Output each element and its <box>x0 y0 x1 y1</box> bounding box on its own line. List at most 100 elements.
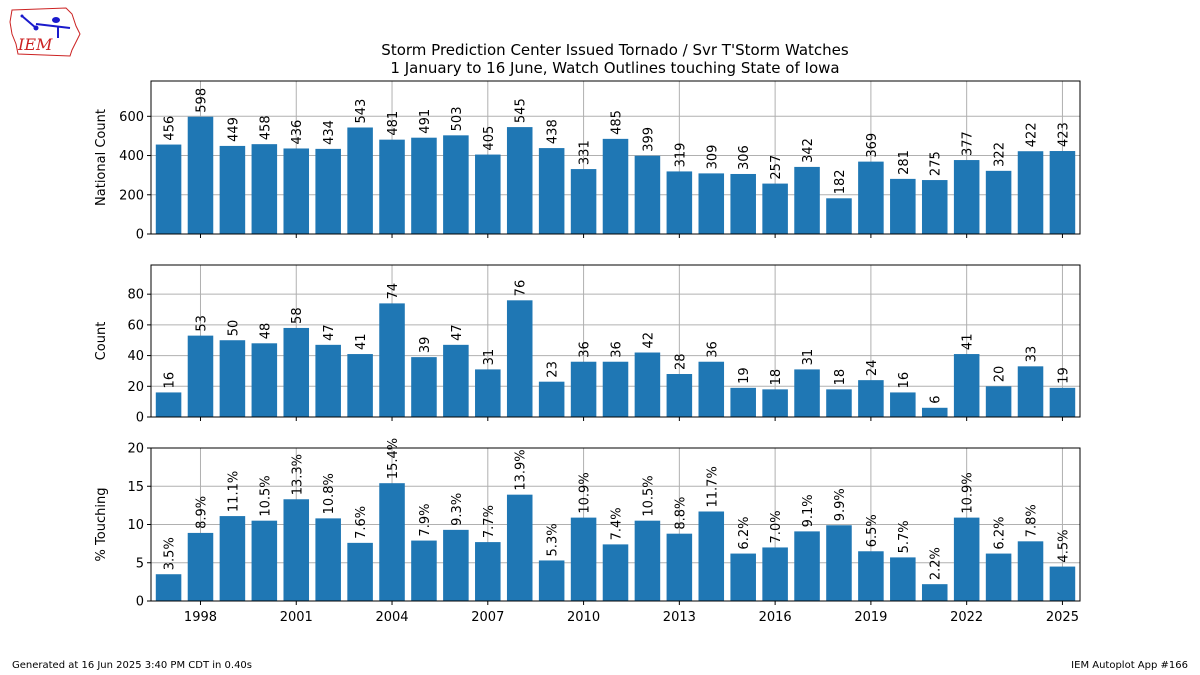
data-label-2020: 5.7% <box>897 520 912 553</box>
bar-2001 <box>283 499 310 601</box>
data-label-2006: 47 <box>450 324 465 341</box>
x-tick-label: 1998 <box>184 610 217 625</box>
data-label-2001: 13.3% <box>290 454 305 495</box>
bar-2022 <box>953 160 980 234</box>
data-label-2007: 7.7% <box>482 505 497 538</box>
y-axis-label: % Touching <box>94 488 109 562</box>
bar-2005 <box>411 357 437 417</box>
bar-2021 <box>921 180 948 234</box>
data-label-2005: 7.9% <box>418 504 433 537</box>
chart-subtitle: 1 January to 16 June, Watch Outlines tou… <box>390 59 840 77</box>
bar-2003 <box>347 542 373 601</box>
data-label-2015: 6.2% <box>737 517 752 550</box>
bar-2013 <box>666 533 693 601</box>
bar-2024 <box>1017 366 1044 417</box>
y-tick-label: 10 <box>127 518 144 533</box>
data-label-2017: 9.1% <box>801 494 816 527</box>
bar-2000 <box>251 144 278 234</box>
bar-2023 <box>985 553 1012 601</box>
bar-2003 <box>347 354 373 417</box>
bar-2015 <box>730 387 756 417</box>
data-label-2021: 275 <box>929 151 944 176</box>
x-tick-label: 2001 <box>280 610 313 625</box>
bar-2012 <box>634 520 661 601</box>
y-tick-label: 40 <box>127 349 144 364</box>
bar-1998 <box>187 335 214 417</box>
bar-2020 <box>890 178 916 234</box>
bar-2013 <box>666 374 693 417</box>
bar-2004 <box>379 139 405 234</box>
bar-2017 <box>794 166 820 234</box>
chart-title: Storm Prediction Center Issued Tornado /… <box>381 41 849 59</box>
data-label-2012: 10.5% <box>641 475 656 516</box>
y-tick-label: 5 <box>136 556 144 571</box>
data-label-2004: 15.4% <box>386 438 401 479</box>
data-label-2000: 48 <box>258 323 273 340</box>
bar-2015 <box>730 553 756 601</box>
data-label-2004: 481 <box>386 111 401 136</box>
x-tick-label: 2004 <box>375 610 408 625</box>
bar-2010 <box>570 361 597 417</box>
bar-2012 <box>634 352 661 417</box>
bar-2002 <box>315 518 341 601</box>
bar-2000 <box>251 343 278 417</box>
x-tick-label: 2022 <box>950 610 983 625</box>
bar-1999 <box>219 340 246 417</box>
panel-frame <box>150 80 1081 235</box>
data-label-2022: 10.9% <box>961 472 976 513</box>
data-label-1997: 3.5% <box>163 537 178 570</box>
bar-2002 <box>315 344 341 417</box>
data-label-2019: 24 <box>865 360 880 377</box>
y-tick-label: 400 <box>119 149 144 164</box>
data-label-2015: 306 <box>737 145 752 170</box>
bar-2011 <box>602 138 629 234</box>
data-label-2009: 23 <box>546 361 561 378</box>
bar-2007 <box>475 369 501 417</box>
data-label-2011: 485 <box>610 110 625 135</box>
data-label-2012: 399 <box>641 127 656 152</box>
panel-2: 16 53 50 48 58 47 41 74 39 47 31 76 23 36 36 42 28 36 19 18… <box>94 264 1081 426</box>
data-label-2005: 491 <box>418 109 433 134</box>
y-tick-label: 600 <box>119 110 144 125</box>
bar-2001 <box>283 327 310 417</box>
bar-2003 <box>347 127 373 234</box>
data-label-1999: 50 <box>226 320 241 337</box>
bar-2007 <box>475 154 501 234</box>
bar-2010 <box>570 169 597 234</box>
data-label-2023: 6.2% <box>993 517 1008 550</box>
data-label-2020: 16 <box>897 372 912 389</box>
data-label-2018: 18 <box>833 369 848 386</box>
data-label-2011: 7.4% <box>610 507 625 540</box>
bar-2011 <box>602 361 629 417</box>
bar-2018 <box>826 389 852 417</box>
data-label-1999: 11.1% <box>226 471 241 512</box>
data-label-2000: 10.5% <box>258 475 273 516</box>
bar-1998 <box>187 532 214 601</box>
data-label-2010: 36 <box>578 341 593 358</box>
data-label-2021: 6 <box>929 396 944 404</box>
bar-2022 <box>953 517 980 601</box>
bar-2002 <box>315 148 341 234</box>
bar-2009 <box>538 148 565 234</box>
bar-2014 <box>698 361 725 417</box>
y-tick-label: 20 <box>127 442 144 457</box>
data-label-2014: 36 <box>705 341 720 358</box>
data-label-1998: 53 <box>194 315 209 332</box>
bar-2010 <box>570 517 597 601</box>
bar-1999 <box>219 145 246 234</box>
data-label-2022: 41 <box>961 334 976 351</box>
data-label-1997: 456 <box>163 116 178 141</box>
data-label-2025: 19 <box>1056 367 1071 384</box>
bar-2021 <box>921 584 948 601</box>
bar-1997 <box>155 392 182 417</box>
bar-2024 <box>1017 151 1044 234</box>
bar-2006 <box>443 529 469 601</box>
bar-2017 <box>794 531 820 601</box>
data-label-2003: 7.6% <box>354 506 369 539</box>
y-tick-label: 60 <box>127 318 144 333</box>
bar-2014 <box>698 511 725 601</box>
bar-2008 <box>506 494 533 601</box>
bar-2021 <box>921 407 948 417</box>
bar-2017 <box>794 369 820 417</box>
bar-2020 <box>890 557 916 601</box>
